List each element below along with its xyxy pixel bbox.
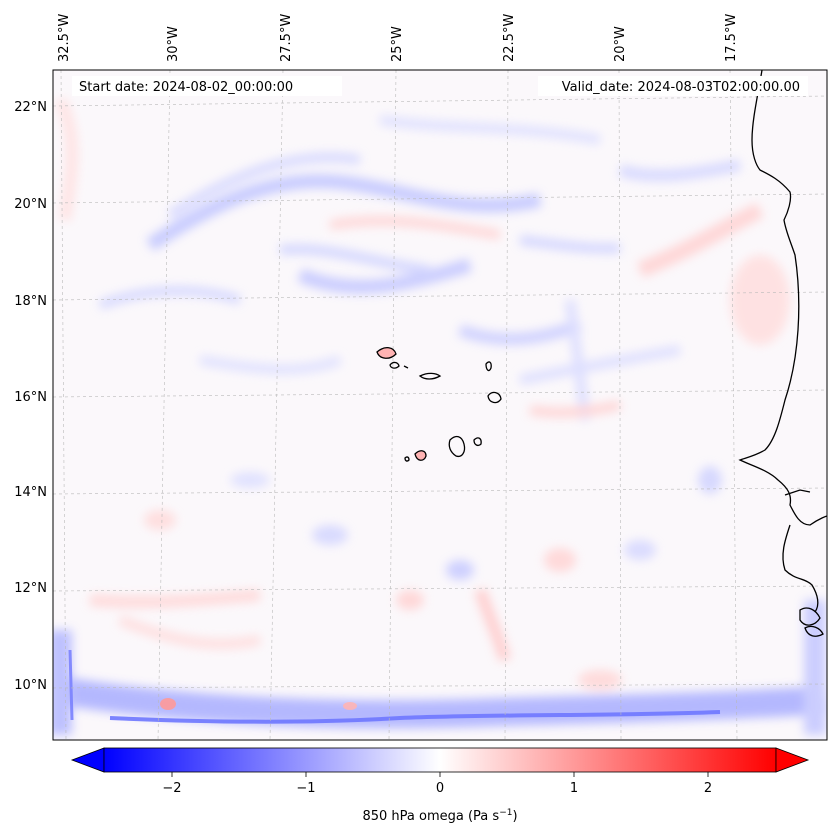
omega-descent-cell — [730, 255, 790, 345]
valid-date-label: Valid_date: 2024-08-03T02:00:00.00 — [562, 80, 800, 95]
cape-verde-sal — [485, 361, 492, 372]
bissagos-islands — [804, 625, 824, 637]
colorbar-tick-label: −1 — [296, 781, 315, 796]
omega-ascent-band — [618, 159, 742, 182]
omega-ascent-band — [98, 285, 242, 310]
omega-descent-cell — [578, 670, 622, 690]
lat-label: 22°N — [14, 100, 47, 115]
omega-ascent-band — [519, 345, 681, 385]
african-coastline — [738, 70, 827, 526]
colorbar-tick-label: 0 — [436, 781, 444, 796]
omega-descent-band — [54, 97, 78, 221]
start-date-label: Start date: 2024-08-02_00:00:00 — [79, 80, 293, 95]
longitude-labels: 32.5°W 30°W 27.5°W 25°W 22.5°W 20°W 17.5… — [57, 14, 739, 62]
omega-descent-band — [118, 615, 261, 649]
omega-ascent-band — [146, 174, 542, 251]
cape-verde-santiago — [448, 435, 466, 458]
lon-label: 20°W — [613, 26, 628, 62]
omega-ascent-band — [297, 258, 473, 294]
lat-label: 18°N — [14, 294, 47, 309]
omega-descent-cell — [343, 702, 357, 710]
valid-date-box — [538, 76, 808, 96]
colorbar-tick-label: 1 — [570, 781, 578, 796]
lat-label: 10°N — [14, 678, 47, 693]
lon-label: 25°W — [390, 26, 405, 62]
colorbar-units-exponent: −1 — [499, 808, 512, 818]
lat-label: 12°N — [14, 581, 47, 596]
omega-ascent-band — [199, 355, 342, 375]
cape-verde-maio — [473, 437, 482, 447]
omega-ascent-cell — [230, 472, 270, 488]
cape-verde-santa-luzia — [403, 365, 409, 369]
omega-ascent-cell — [446, 560, 474, 580]
colorbar-label: 850 hPa omega (Pa s−1) — [362, 808, 517, 824]
cape-verde-brava — [404, 456, 410, 462]
colorbar-field: 850 hPa omega — [362, 809, 463, 824]
map-background — [53, 70, 827, 740]
omega-ascent-band — [519, 235, 621, 254]
omega-ascent-cell — [624, 540, 656, 560]
lon-label: 27.5°W — [279, 14, 294, 62]
omega-ascent-band — [279, 244, 431, 275]
colorbar-extend-min — [70, 747, 105, 773]
colorbar-tick-label: 2 — [704, 781, 712, 796]
colorbar-extend-max — [775, 747, 810, 773]
omega-descent-cell — [160, 698, 176, 710]
cape-verde-sao-vicente — [389, 361, 400, 369]
map-frame — [52, 69, 828, 741]
cape-verde-boa-vista — [487, 391, 502, 404]
lat-label: 16°N — [14, 390, 47, 405]
start-date-box — [72, 76, 342, 96]
omega-descent-band — [637, 202, 764, 278]
omega-descent-band — [89, 589, 261, 609]
omega-ascent-band — [457, 319, 583, 346]
omega-boundary-core — [68, 649, 74, 721]
lat-label: 14°N — [14, 485, 47, 500]
colorbar-units: Pa s — [473, 809, 499, 824]
omega-descent-band — [329, 215, 501, 240]
omega-descent-band — [529, 400, 622, 418]
omega-descent-band — [474, 588, 511, 662]
latitude-labels: 22°N 20°N 18°N 16°N 14°N 12°N 10°N — [14, 100, 47, 693]
omega-boundary-band — [53, 676, 827, 729]
omega-descent-cell — [396, 590, 424, 610]
cape-verde-fogo — [414, 450, 427, 461]
omega-ascent-band — [379, 115, 601, 145]
omega-descent-cell — [144, 510, 176, 530]
colorbar-body — [103, 747, 777, 773]
map-panel[interactable]: Start date: 2024-08-02_00:00:00 Valid_da… — [52, 69, 828, 741]
omega-ascent-band — [167, 152, 361, 220]
lat-label: 20°N — [14, 197, 47, 212]
lon-label: 17.5°W — [724, 14, 739, 62]
lon-label: 22.5°W — [502, 14, 517, 62]
gambia-estuary — [784, 489, 811, 496]
omega-descent-cell — [544, 548, 576, 572]
cape-verde-santo-antao — [376, 347, 397, 359]
lon-label: 30°W — [166, 26, 181, 62]
lon-label: 32.5°W — [57, 14, 72, 62]
coastlines — [376, 70, 827, 637]
omega-ascent-cell — [698, 466, 722, 494]
bissagos-islands — [799, 607, 821, 626]
colorbar: −2 −1 0 1 2 850 hPa omega (Pa s−1) — [70, 747, 810, 824]
african-coastline — [782, 524, 819, 613]
omega-ascent-band — [565, 299, 590, 421]
colorbar-tick-label: −2 — [162, 781, 181, 796]
omega-ascent-cell — [312, 525, 348, 545]
cape-verde-sao-nicolau — [418, 372, 442, 380]
graticule — [53, 70, 827, 740]
